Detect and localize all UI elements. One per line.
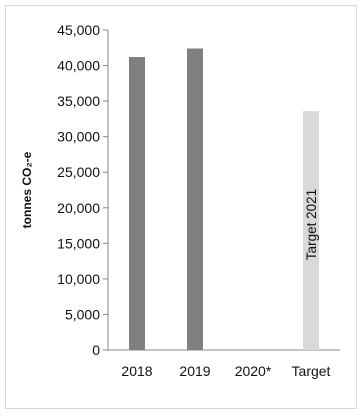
x-tick-label: 2019 (179, 363, 210, 379)
bar-2018 (129, 57, 145, 351)
y-tick-label: 30,000 (57, 129, 100, 145)
y-tick-label: 15,000 (57, 235, 100, 251)
y-tick-label: 0 (92, 342, 100, 358)
y-tick-label: 45,000 (57, 22, 100, 38)
chart-frame (5, 5, 357, 409)
y-tick-label: 5,000 (65, 306, 100, 322)
bars: Target 2021 (129, 48, 319, 351)
y-tick-label: 10,000 (57, 271, 100, 287)
y-tick-label: 40,000 (57, 58, 100, 74)
y-tick-label: 20,000 (57, 200, 100, 216)
x-tick-label: 2020* (235, 363, 272, 379)
x-tick-label: 2018 (121, 363, 152, 379)
y-tick-label: 35,000 (57, 93, 100, 109)
bar-2019 (187, 48, 203, 350)
y-axis-label: tonnes CO₂-e (20, 151, 34, 228)
x-axis: 2018 2019 2020* Target (108, 349, 340, 379)
bar-target (303, 111, 319, 350)
y-tick-label: 25,000 (57, 164, 100, 180)
x-tick-label: Target (292, 363, 331, 379)
y-axis: 0 5,000 10,000 15,000 20,000 25,000 30,000 35,0… (57, 22, 109, 358)
bar-annotation-label: Target 2021 (304, 189, 319, 260)
